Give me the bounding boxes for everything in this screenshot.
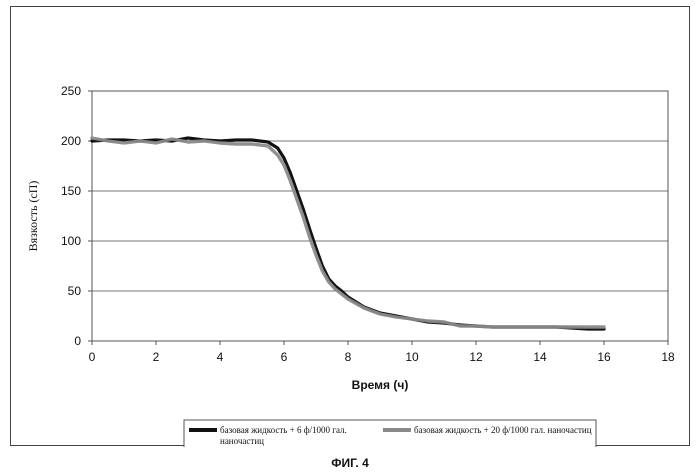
plot-area bbox=[92, 91, 668, 341]
y-tick-label: 100 bbox=[61, 234, 81, 248]
x-axis-title: Время (ч) bbox=[352, 378, 409, 392]
x-tick-label: 2 bbox=[153, 350, 160, 364]
legend: базовая жидкость + 6 ф/1000 гал.наночаст… bbox=[184, 420, 596, 447]
y-tick-label: 250 bbox=[61, 84, 81, 98]
gridlines bbox=[92, 141, 668, 291]
y-axis-title: Вязкость (сП) bbox=[26, 181, 40, 252]
y-tick-label: 200 bbox=[61, 134, 81, 148]
x-tick-label: 18 bbox=[661, 350, 675, 364]
viscosity-chart: 0 50 100 150 200 250 0 2 4 6 8 10 12 14 16 18 Время (ч… bbox=[11, 7, 691, 447]
y-axis: 0 50 100 150 200 250 bbox=[61, 84, 92, 348]
y-tick-label: 150 bbox=[61, 184, 81, 198]
x-tick-label: 16 bbox=[597, 350, 611, 364]
x-tick-label: 6 bbox=[281, 350, 288, 364]
x-tick-label: 0 bbox=[89, 350, 96, 364]
figure-caption: ФИГ. 4 bbox=[0, 456, 700, 470]
chart-frame: 0 50 100 150 200 250 0 2 4 6 8 10 12 14 16 18 Время (ч… bbox=[10, 6, 690, 446]
series-line-2 bbox=[92, 138, 604, 327]
y-tick-label: 50 bbox=[68, 284, 82, 298]
x-tick-label: 14 bbox=[533, 350, 547, 364]
x-tick-label: 10 bbox=[405, 350, 419, 364]
x-tick-label: 4 bbox=[217, 350, 224, 364]
x-tick-label: 8 bbox=[345, 350, 352, 364]
legend-label-series-2: базовая жидкость + 20 ф/1000 гал. наноча… bbox=[414, 425, 592, 435]
series-layer bbox=[92, 138, 604, 329]
x-axis: 0 2 4 6 8 10 12 14 16 18 bbox=[89, 341, 675, 364]
y-tick-label: 0 bbox=[74, 334, 81, 348]
x-tick-label: 12 bbox=[469, 350, 483, 364]
